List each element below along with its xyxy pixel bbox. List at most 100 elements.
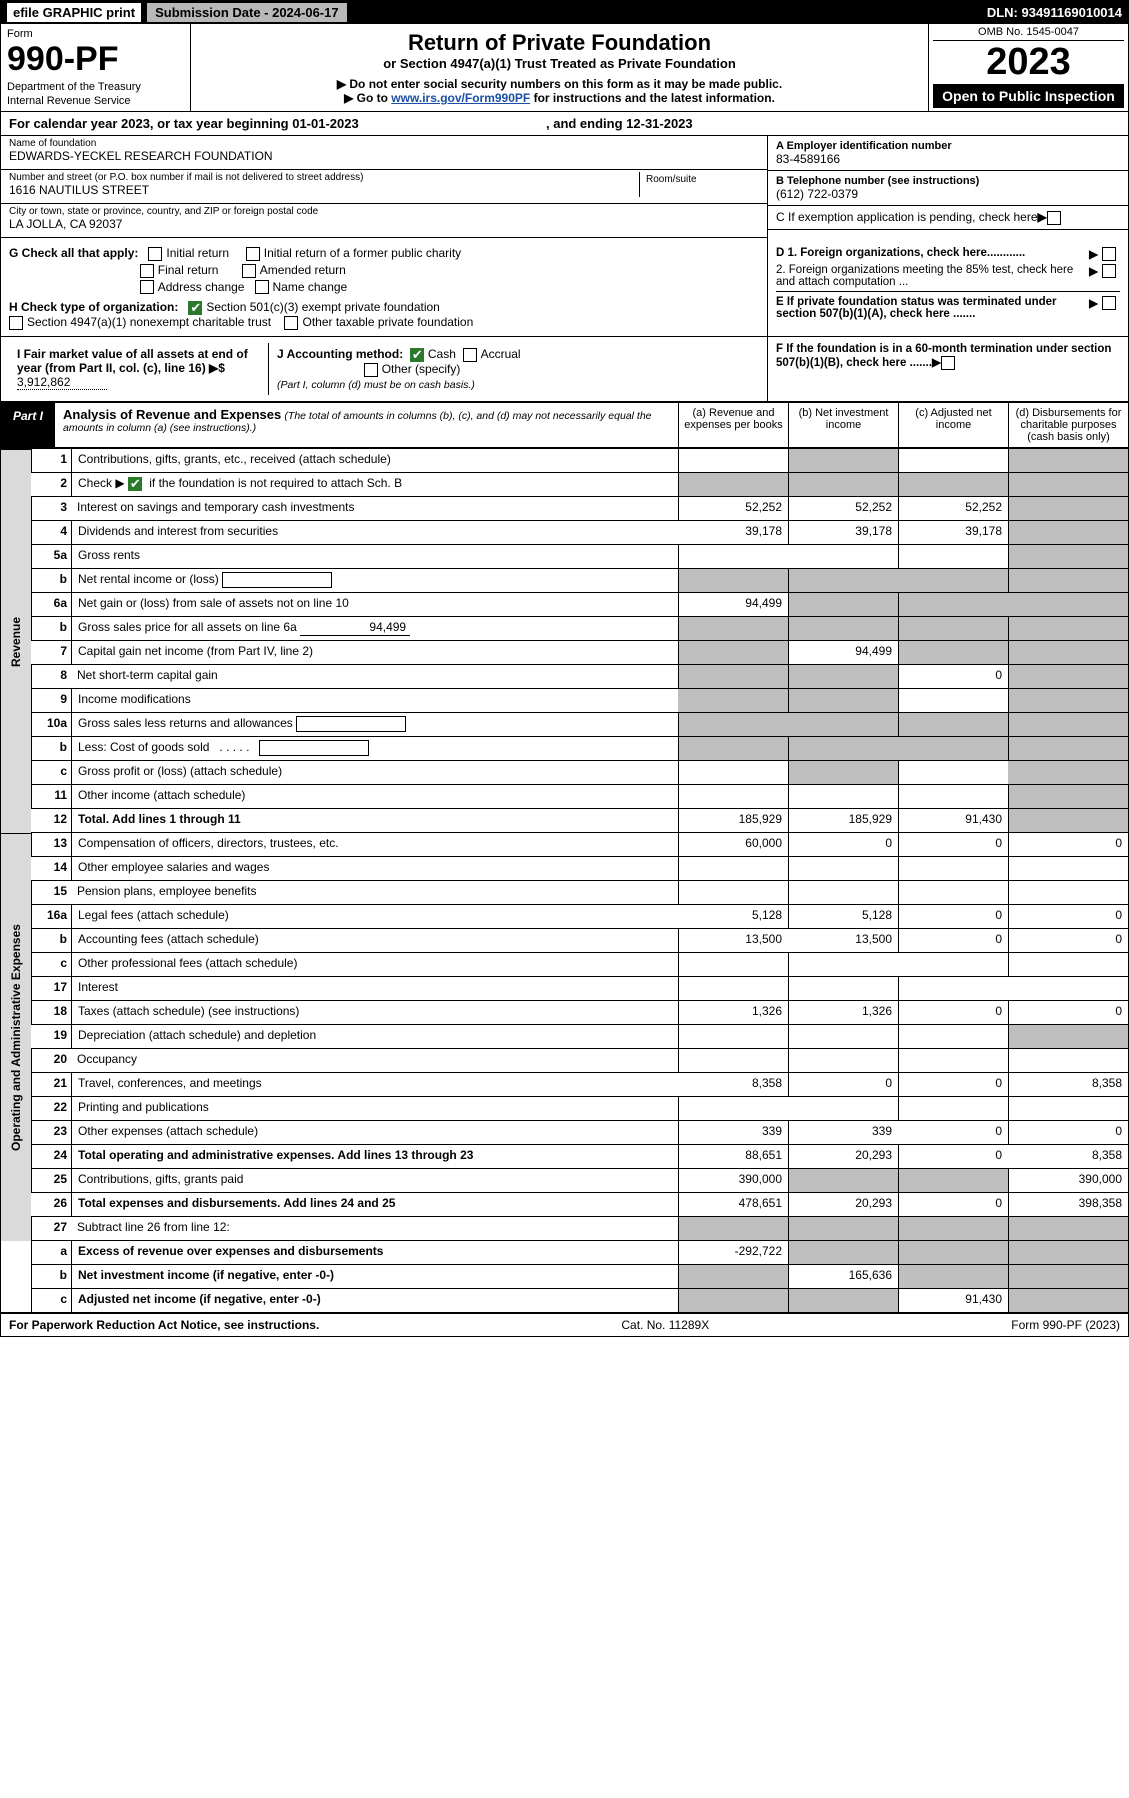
line-1-text: Contributions, gifts, grants, etc., rece… [71,449,678,473]
line-8-num: 8 [31,665,71,689]
line-25-d: 390,000 [1008,1169,1128,1193]
line-16b-d: 0 [1008,929,1128,953]
h-4947-checkbox[interactable] [9,316,23,330]
line-3-b: 52,252 [788,497,898,521]
j-other-checkbox[interactable] [364,363,378,377]
c-checkbox[interactable] [1047,211,1061,225]
line-4-a: 39,178 [678,521,788,545]
part1-title: Analysis of Revenue and Expenses [63,407,281,422]
line-13-a: 60,000 [678,833,788,857]
line-18-d: 0 [1008,1001,1128,1025]
g-final: Final return [158,263,219,277]
form-word: Form [7,28,184,40]
line-27-text: Subtract line 26 from line 12: [71,1217,678,1241]
d2-checkbox[interactable] [1102,264,1116,278]
line-25-text: Contributions, gifts, grants paid [71,1169,678,1193]
line-4-text: Dividends and interest from securities [71,521,678,545]
line-12-num: 12 [31,809,71,833]
line-6b-text: Gross sales price for all assets on line… [71,617,678,641]
arrow-icon: ▶ [1089,296,1098,310]
city-block: City or town, state or province, country… [1,204,768,238]
line-24-b: 20,293 [788,1145,898,1169]
line-20-text: Occupancy [71,1049,678,1073]
line-27b-text: Net investment income (if negative, ente… [71,1265,678,1289]
j-cash-checkbox[interactable] [410,348,424,362]
g-row3: G Check all that apply: Address change N… [9,280,759,295]
address-block: Number and street (or P.O. box number if… [1,170,768,204]
h-other-checkbox[interactable] [284,316,298,330]
form-title-block: Return of Private Foundation or Section … [191,24,928,111]
j-accrual: Accrual [481,347,521,361]
form-title: Return of Private Foundation [199,30,920,56]
g-initial-former: Initial return of a former public charit… [264,246,461,260]
schb-checkbox[interactable] [128,477,142,491]
line-12-b: 185,929 [788,809,898,833]
line-16b-a: 13,500 [678,929,788,953]
line-16a-c: 0 [898,905,1008,929]
note2-pre: ▶ Go to [344,91,391,105]
tax-year: 2023 [933,41,1124,84]
e-checkbox[interactable] [1102,296,1116,310]
line-21-num: 21 [31,1073,71,1097]
ein-label: A Employer identification number [776,140,1120,152]
col-b-head: (b) Net investment income [788,403,898,447]
line-16c-num: c [31,953,71,977]
line-14-text: Other employee salaries and wages [71,857,678,881]
j-accrual-checkbox[interactable] [463,348,477,362]
line-13-c: 0 [898,833,1008,857]
j-label: J Accounting method: [277,347,403,361]
h-501c3: Section 501(c)(3) exempt private foundat… [206,300,439,314]
e-text: E If private foundation status was termi… [776,296,1089,320]
line-5b-num: b [31,569,71,593]
line-17-num: 17 [31,977,71,1001]
form990pf-link[interactable]: www.irs.gov/Form990PF [391,91,530,105]
line-27c-num: c [31,1289,71,1313]
g-initial-former-checkbox[interactable] [246,247,260,261]
line-23-d: 0 [1008,1121,1128,1145]
ein-block: A Employer identification number 83-4589… [768,136,1128,171]
col-d-head: (d) Disbursements for charitable purpose… [1008,403,1128,447]
line-5a-num: 5a [31,545,71,569]
line-18-b: 1,326 [788,1001,898,1025]
line-12-c: 91,430 [898,809,1008,833]
line-18-num: 18 [31,1001,71,1025]
line-26-num: 26 [31,1193,71,1217]
line-24-a: 88,651 [678,1145,788,1169]
h-501c3-checkbox[interactable] [188,301,202,315]
calendar-year-row: For calendar year 2023, or tax year begi… [1,112,1128,136]
arrow-icon: ▶ [1038,210,1047,224]
line-11-text: Other income (attach schedule) [71,785,678,809]
line-16b-c: 0 [898,929,1008,953]
line-21-text: Travel, conferences, and meetings [71,1073,678,1097]
line-10b-num: b [31,737,71,761]
part1-label: Part I [1,403,55,447]
line-11-num: 11 [31,785,71,809]
line-3-a: 52,252 [678,497,788,521]
line-21-c: 0 [898,1073,1008,1097]
line-4-num: 4 [31,521,71,545]
line-24-num: 24 [31,1145,71,1169]
line-16a-d: 0 [1008,905,1128,929]
g-initial-checkbox[interactable] [148,247,162,261]
line-7-text: Capital gain net income (from Part IV, l… [71,641,678,665]
g-name-checkbox[interactable] [255,280,269,294]
arrow-icon: ▶ [1089,247,1098,261]
line-12-text: Total. Add lines 1 through 11 [71,809,678,833]
form-number: 990-PF [7,40,184,79]
line-6b-box: 94,499 [300,620,410,636]
line-22-text: Printing and publications [71,1097,678,1121]
g-amended-checkbox[interactable] [242,264,256,278]
line-9-text: Income modifications [71,689,678,713]
expenses-sidebar: Operating and Administrative Expenses [1,833,31,1241]
g-address: Address change [158,280,245,294]
arrow-icon: ▶ [932,357,941,369]
line-16a-text: Legal fees (attach schedule) [71,905,678,929]
f-checkbox[interactable] [941,356,955,370]
city-label: City or town, state or province, country… [9,206,759,217]
g-final-checkbox[interactable] [140,264,154,278]
line-10a-num: 10a [31,713,71,737]
g-address-checkbox[interactable] [140,280,154,294]
line-6a-text: Net gain or (loss) from sale of assets n… [71,593,678,617]
form-note-1: ▶ Do not enter social security numbers o… [199,77,920,91]
d1-checkbox[interactable] [1102,247,1116,261]
